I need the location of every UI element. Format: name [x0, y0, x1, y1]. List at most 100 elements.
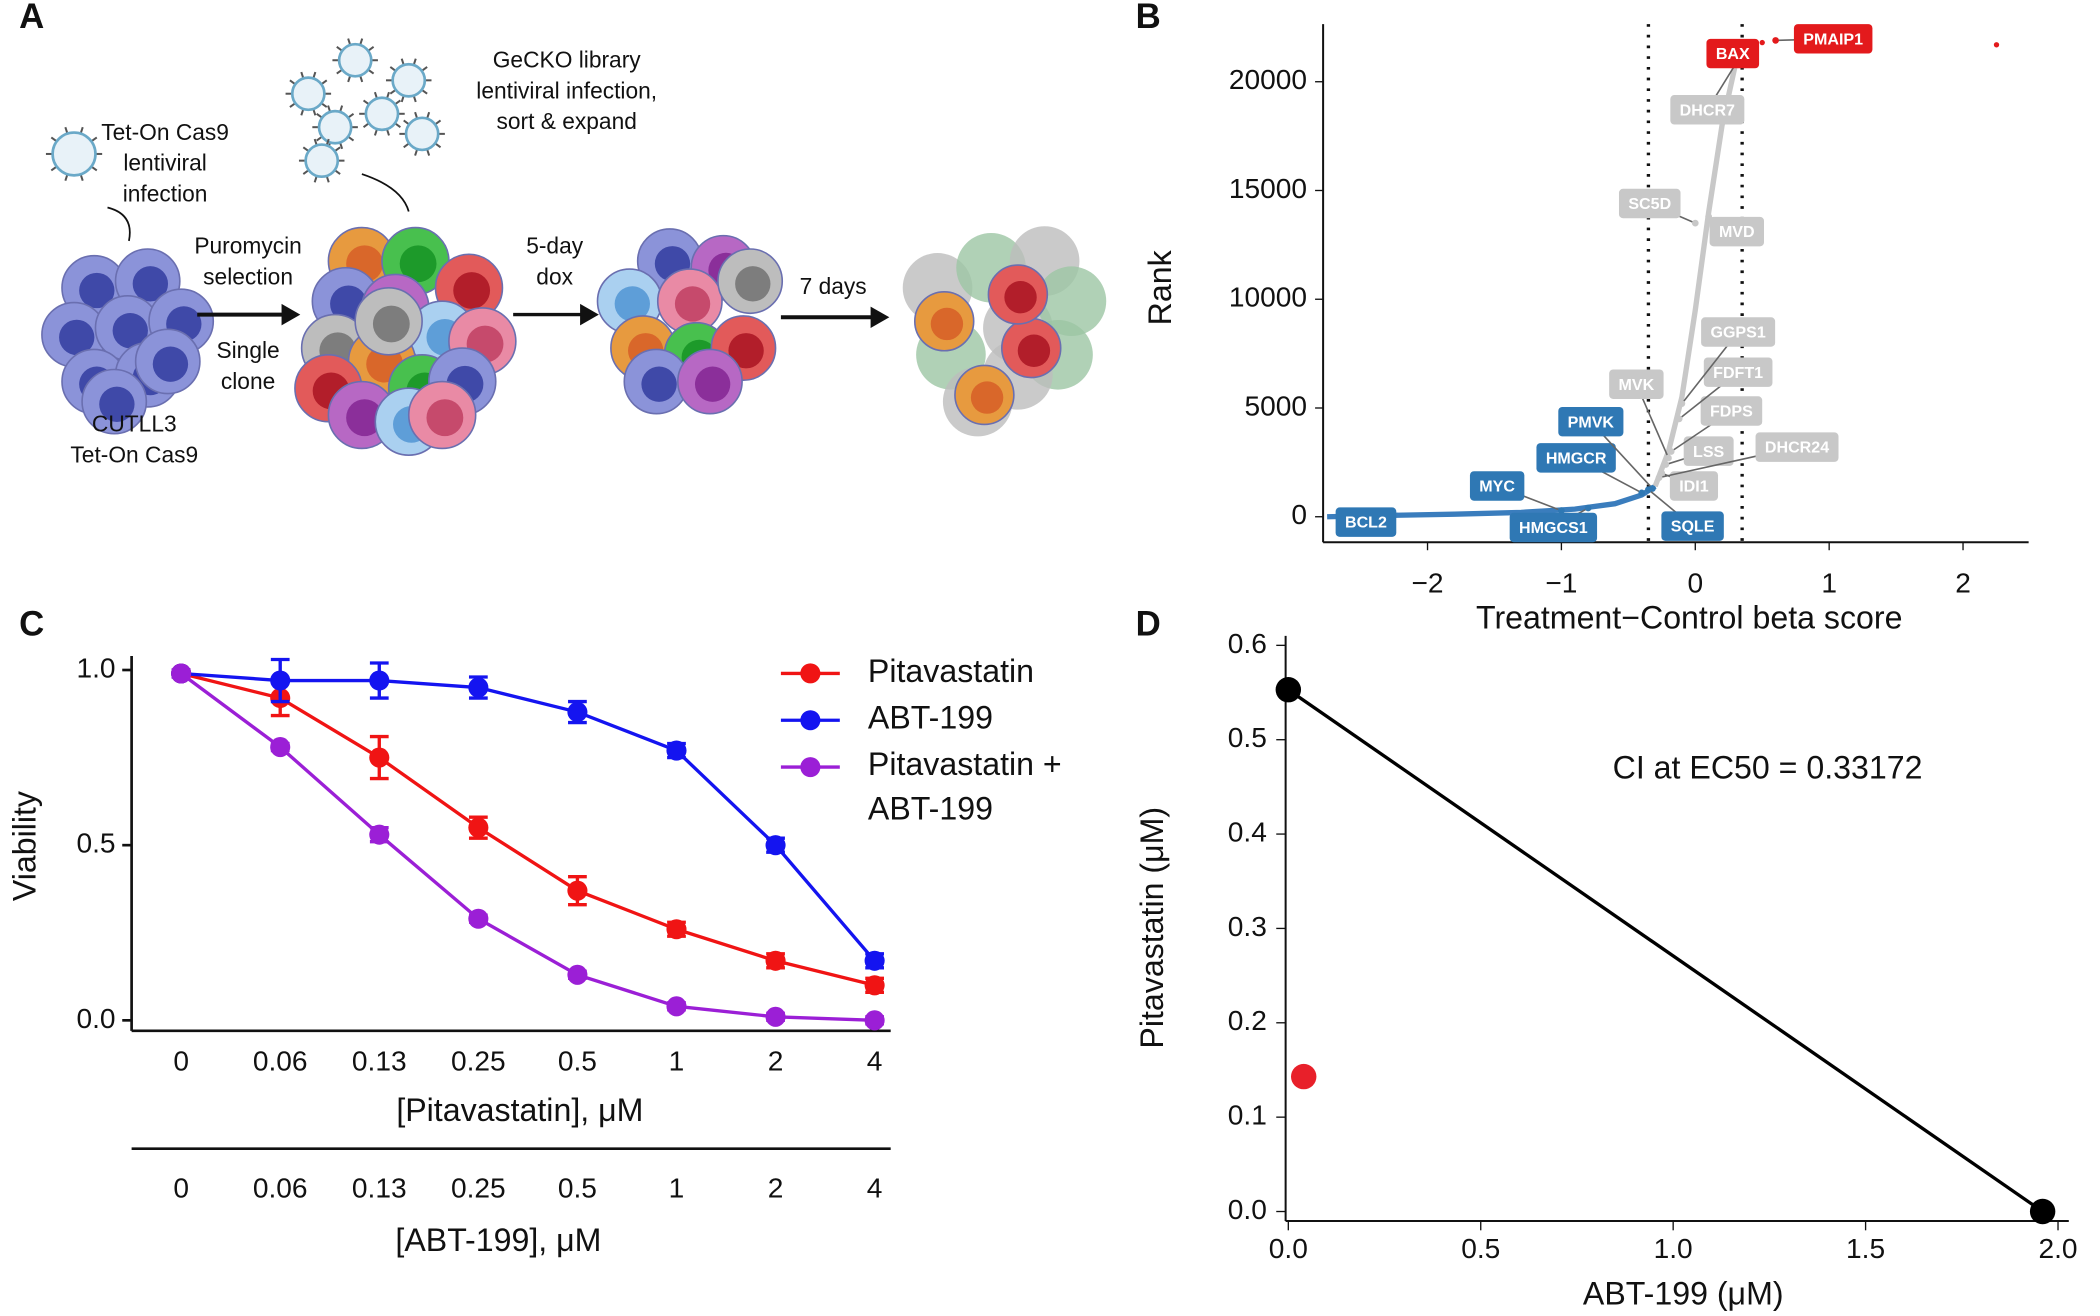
nucleus [728, 333, 764, 369]
isobole-line [1287, 688, 2044, 1213]
x2-tick-label: 0.06 [253, 1173, 308, 1204]
virus [337, 42, 373, 78]
y-tick-label: 0.2 [1228, 1005, 1267, 1036]
legend-label: ABT-199 [868, 700, 993, 736]
point [567, 880, 588, 901]
gene-label-box [1701, 317, 1776, 347]
gene-label-box [1669, 471, 1719, 501]
x-tick-label: −2 [1411, 567, 1443, 598]
arrow-head [580, 303, 599, 326]
arrow-head [870, 306, 890, 328]
panel-label: B [1136, 0, 1161, 36]
legend-marker [800, 757, 821, 778]
nucleus [426, 399, 464, 437]
gene-label-box [1618, 188, 1681, 219]
arrow-head [281, 303, 301, 326]
nucleus [641, 366, 677, 402]
gene-label-box [1469, 471, 1525, 501]
virus [391, 62, 427, 98]
nucleus [1004, 281, 1037, 314]
legend-marker [800, 710, 821, 731]
x-tick-label: 0 [1687, 567, 1703, 598]
legend-label: Pitavastatin + ABT-199 [868, 747, 1071, 827]
series-line [180, 672, 875, 1023]
y-tick-label: 0.3 [1228, 911, 1267, 942]
nucleus [970, 381, 1004, 414]
gene-label-box [1755, 432, 1839, 462]
x-axis-title: Treatment−Control beta score [1476, 599, 1902, 635]
gene-label: HMGCR [1546, 449, 1607, 467]
gene-label-box [1683, 436, 1734, 466]
point [468, 677, 489, 698]
y-tick-label: 0.4 [1228, 816, 1267, 847]
x-tick-label: 0.25 [451, 1045, 506, 1076]
nucleus [59, 319, 95, 356]
y-tick-label: 0.0 [76, 1003, 115, 1034]
legend-marker [800, 663, 821, 684]
schematic-text: selection [203, 263, 293, 289]
debris [1036, 266, 1107, 337]
x2-tick-label: 1 [669, 1173, 685, 1204]
schematic-text: sort & expand [497, 108, 637, 134]
gene-label-box [1706, 38, 1760, 69]
gene-label: IDI1 [1679, 478, 1709, 496]
x-tick-label: 1 [669, 1045, 685, 1076]
rank-curve [1652, 48, 1745, 488]
point [666, 996, 687, 1017]
y-tick-label: 0.1 [1228, 1100, 1267, 1131]
panel-label: D [1136, 605, 1161, 644]
gene-label: GGPS1 [1710, 324, 1765, 342]
series-line [181, 671, 876, 962]
gene-point [1691, 219, 1699, 227]
gene-point [1584, 504, 1592, 512]
curved-arrow [361, 173, 410, 212]
x2-tick-label: 2 [768, 1173, 784, 1204]
point [765, 835, 786, 856]
nucleus [1017, 334, 1051, 367]
point [270, 737, 291, 758]
panel-label: A [19, 0, 44, 36]
nucleus [694, 366, 731, 402]
x-tick-label: 1.5 [1846, 1233, 1885, 1264]
y-tick-label: 0.5 [1228, 722, 1267, 753]
gene-label-box [1670, 95, 1745, 125]
schematic-text: 7 days [800, 273, 867, 299]
virus [404, 116, 440, 152]
x-tick-label: 2 [768, 1045, 784, 1076]
gene-label-box [1335, 507, 1397, 537]
gene-label: SQLE [1671, 518, 1715, 536]
nucleus [399, 245, 437, 283]
nucleus [99, 386, 135, 422]
gene-point [1662, 461, 1670, 468]
nucleus [112, 313, 148, 349]
legend-label: Pitavastatin [868, 653, 1034, 689]
gene-label-box [1536, 443, 1616, 473]
annotation: CI at EC50 = 0.33172 [1613, 749, 1923, 785]
nucleus [132, 266, 169, 302]
point [864, 950, 885, 971]
series-line [180, 671, 876, 987]
x-tick-label: 0.5 [558, 1045, 597, 1076]
gene-point [1645, 486, 1652, 493]
virus [290, 76, 326, 112]
schematic-text: Tet-On Cas9 [101, 119, 229, 145]
gene-label-box [1700, 396, 1763, 426]
gene-point [1678, 400, 1686, 407]
x-tick-label: 0 [173, 1045, 189, 1076]
x2-tick-label: 0.5 [558, 1173, 597, 1204]
virus [51, 131, 97, 177]
point [765, 1006, 786, 1027]
gene-label: DHCR7 [1680, 101, 1735, 119]
schematic-text: Tet-On Cas9 [70, 442, 198, 468]
x-axis-title: [Pitavastatin], μM [396, 1092, 643, 1128]
point [666, 919, 687, 940]
virus [304, 143, 340, 179]
schematic-text: clone [221, 368, 275, 394]
x2-tick-label: 4 [867, 1173, 883, 1204]
gene-label: FDPS [1710, 403, 1753, 421]
point [567, 964, 588, 985]
gene-label: LSS [1693, 443, 1725, 461]
schematic-text: 5-day [526, 233, 584, 259]
x2-tick-label: 0.13 [352, 1173, 407, 1204]
gene-label-box [1709, 216, 1764, 247]
